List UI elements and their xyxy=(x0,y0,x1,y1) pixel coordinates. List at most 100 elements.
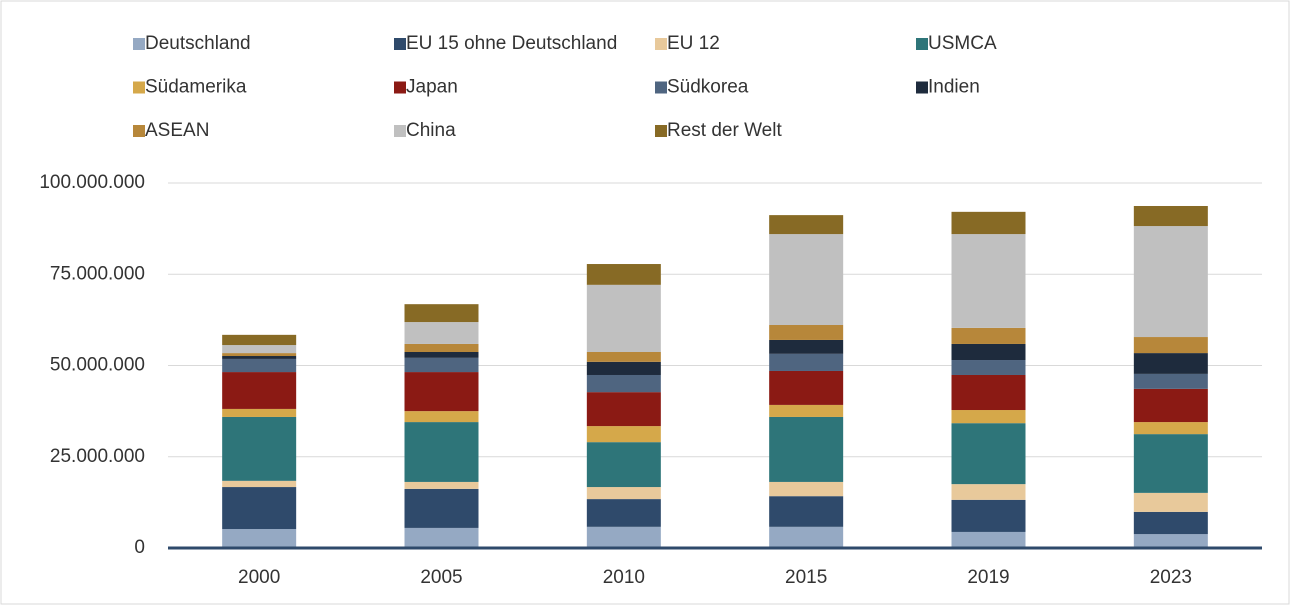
bar-segment xyxy=(769,416,844,482)
bar-segment xyxy=(222,372,297,409)
bar-segment xyxy=(586,426,661,443)
bar-segment xyxy=(951,484,1026,500)
bar-segment xyxy=(1133,511,1208,535)
x-tick-label: 2010 xyxy=(603,567,645,588)
bar-segment xyxy=(769,215,844,235)
bar-segment xyxy=(404,372,479,412)
bar-segment xyxy=(951,531,1026,548)
bar-segment xyxy=(222,487,297,530)
bar-segment xyxy=(769,234,844,325)
bar-segment xyxy=(769,404,844,417)
y-tick-label: 75.000.000 xyxy=(50,263,145,284)
x-tick-label: 2015 xyxy=(785,567,827,588)
bar-segment xyxy=(404,411,479,423)
legend-label: EU 12 xyxy=(667,33,720,54)
bar-segment xyxy=(951,327,1026,344)
bar-segment xyxy=(222,408,297,417)
bar-segment xyxy=(1133,388,1208,423)
bar-segment xyxy=(222,416,297,481)
bar-segment xyxy=(222,334,297,346)
bar-segment xyxy=(404,422,479,482)
bar-segment xyxy=(586,351,661,362)
bar-segment xyxy=(769,496,844,527)
bar-segment xyxy=(1133,205,1208,227)
bar-segment xyxy=(586,361,661,375)
legend-label: China xyxy=(406,120,456,141)
bar-segment xyxy=(769,339,844,354)
bar-segment xyxy=(222,480,297,488)
bar-segment xyxy=(951,234,1026,328)
legend-label: Südkorea xyxy=(667,77,749,98)
bar-segment xyxy=(769,370,844,405)
bar-segment xyxy=(222,358,297,373)
bar-segment xyxy=(586,392,661,427)
bar-segment xyxy=(951,499,1026,532)
bar-segment xyxy=(222,356,297,359)
legend-swatch xyxy=(655,81,667,94)
legend-label: Deutschland xyxy=(145,33,251,54)
bar-segment xyxy=(404,304,479,323)
bar-segment xyxy=(404,481,479,489)
bar-segment xyxy=(1133,373,1208,389)
bar-segment xyxy=(586,374,661,393)
bar-segment xyxy=(1133,226,1208,338)
bar-segment xyxy=(769,353,844,371)
x-tick-label: 2023 xyxy=(1150,567,1192,588)
bar-segment xyxy=(1133,422,1208,435)
bar-segment xyxy=(1133,492,1208,512)
legend-swatch xyxy=(394,81,406,94)
bar-segment xyxy=(769,324,844,340)
bar-segment xyxy=(222,529,297,548)
bar-segment xyxy=(404,357,479,373)
legend-swatch xyxy=(133,125,145,137)
legend-label: Südamerika xyxy=(145,77,247,98)
y-tick-label: 50.000.000 xyxy=(50,355,145,376)
legend-label: Indien xyxy=(928,77,980,98)
bar-segment xyxy=(404,488,479,528)
bar-segment xyxy=(951,423,1026,485)
bar-segment xyxy=(1133,353,1208,374)
legend-swatch xyxy=(133,81,145,94)
bar-segment xyxy=(951,360,1026,375)
bar-segment xyxy=(586,526,661,548)
legend-label: Rest der Welt xyxy=(667,120,782,141)
legend-label: EU 15 ohne Deutschland xyxy=(406,33,617,54)
bar-segment xyxy=(951,410,1026,424)
x-tick-label: 2019 xyxy=(967,567,1009,588)
legend-label: USMCA xyxy=(928,33,997,54)
bar-segment xyxy=(951,374,1026,411)
y-tick-label: 100.000.000 xyxy=(39,172,145,193)
bar-segment xyxy=(1133,534,1208,548)
bar-segment xyxy=(586,499,661,527)
legend-swatch xyxy=(394,125,406,137)
bar-segment xyxy=(769,481,844,497)
legend-swatch xyxy=(916,38,928,50)
bar-segment xyxy=(769,526,844,548)
bar-segment xyxy=(222,345,297,354)
bar-segment xyxy=(404,527,479,548)
bar-segment xyxy=(404,351,479,358)
bar-segment xyxy=(586,442,661,488)
bar-segment xyxy=(404,322,479,344)
bar-segment xyxy=(1133,434,1208,493)
x-tick-label: 2000 xyxy=(238,567,280,588)
legend-swatch xyxy=(133,38,145,50)
bar-segment xyxy=(222,353,297,357)
legend-label: ASEAN xyxy=(145,120,209,141)
bar-segment xyxy=(1133,337,1208,354)
y-tick-label: 25.000.000 xyxy=(50,446,145,467)
bar-segment xyxy=(586,264,661,285)
legend-swatch xyxy=(394,38,406,50)
x-tick-label: 2005 xyxy=(420,567,462,588)
legend-label: Japan xyxy=(406,77,458,98)
bar-segment xyxy=(586,284,661,352)
legend-swatch xyxy=(916,81,928,94)
bar-segment xyxy=(951,343,1026,361)
y-tick-label: 0 xyxy=(134,537,145,558)
bar-segment xyxy=(951,211,1026,235)
legend-swatch xyxy=(655,38,667,50)
legend-swatch xyxy=(655,125,667,137)
bar-segment xyxy=(586,487,661,500)
bar-segment xyxy=(404,343,479,352)
